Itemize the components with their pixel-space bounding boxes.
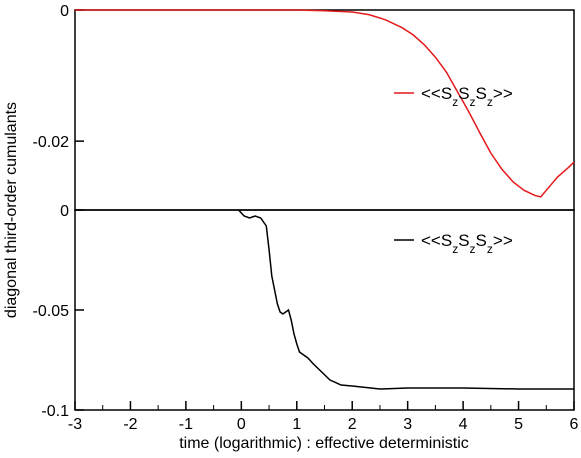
top-series-line bbox=[75, 9, 575, 198]
bottom-x-tick-label: 4 bbox=[459, 416, 468, 433]
bottom-x-tick-label: 5 bbox=[514, 416, 523, 433]
bottom-x-tick-label: 6 bbox=[570, 416, 579, 433]
top-y-ticks: 0 -0.02 bbox=[33, 3, 84, 151]
bottom-y-tick-label: 0 bbox=[60, 203, 69, 220]
y-axis-title: diagonal third-order cumulants bbox=[3, 102, 20, 318]
bottom-legend: <<SzSzSz>> bbox=[394, 231, 513, 256]
bottom-y-tick-label: -0.1 bbox=[41, 403, 69, 420]
bottom-x-tick-label: 0 bbox=[237, 416, 246, 433]
x-axis-title: time (logarithmic) : effective determini… bbox=[179, 435, 469, 452]
bottom-y-ticks: 0 -0.05 -0.1 bbox=[33, 203, 84, 420]
top-y-tick-label: 0 bbox=[60, 3, 69, 20]
bottom-series-line bbox=[238, 209, 574, 390]
top-y-tick-label: -0.02 bbox=[33, 134, 70, 151]
bottom-x-tick-label: 3 bbox=[403, 416, 412, 433]
bottom-x-ticks: -3 -2 -1 0 1 2 3 4 5 6 bbox=[68, 401, 579, 433]
bottom-x-tick-label: 1 bbox=[292, 416, 301, 433]
bottom-x-tick-label: -1 bbox=[179, 416, 193, 433]
bottom-legend-label: <<SzSzSz>> bbox=[421, 231, 513, 256]
bottom-y-tick-label: -0.05 bbox=[33, 303, 70, 320]
bottom-x-tick-label: 2 bbox=[348, 416, 357, 433]
top-legend: <<SzSzSz>> bbox=[394, 84, 513, 109]
bottom-x-tick-label: -3 bbox=[68, 416, 82, 433]
bottom-x-tick-label: -2 bbox=[123, 416, 137, 433]
bottom-panel: 0 -0.05 -0.1 -3 -2 -1 0 1 2 3 4 5 6 <<SzSzSz>> bbox=[33, 203, 579, 433]
top-plot-frame bbox=[74, 9, 575, 211]
top-legend-label: <<SzSzSz>> bbox=[421, 84, 513, 109]
top-panel: 0 -0.02 <<SzSzSz>> bbox=[33, 3, 575, 211]
